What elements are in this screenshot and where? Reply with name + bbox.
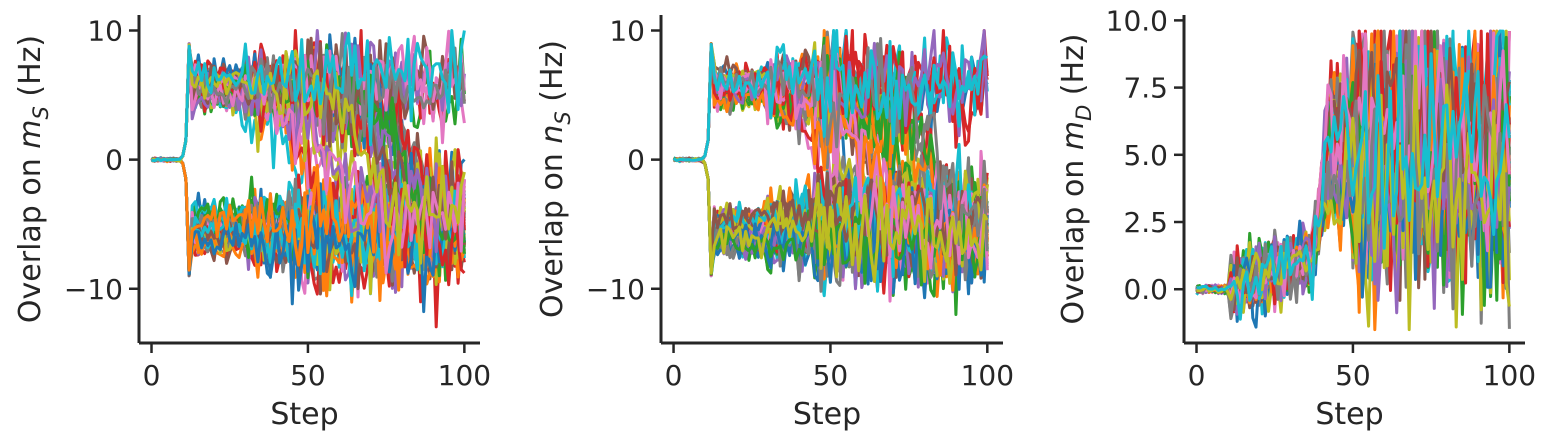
y-tick-label: 0 [627, 144, 645, 177]
y-tick-label: −10 [64, 273, 123, 306]
x-tick-label: 0 [143, 359, 161, 392]
series-line-59 [151, 43, 466, 265]
series-line-51 [150, 156, 466, 314]
y-tick-label: 5.0 [1123, 139, 1168, 172]
x-tick-label: 0 [665, 359, 683, 392]
series-line-60 [1196, 29, 1511, 321]
y-axis-label: Overlap on mD (Hz) [1056, 33, 1096, 324]
series-group [672, 29, 989, 316]
x-tick-label: 100 [961, 359, 1014, 392]
x-axis-label: Step [270, 397, 338, 432]
series-group [150, 29, 466, 329]
panel-2: 0 50 100 −10 0 10 Step Overlap on nS (Hz) [535, 14, 1014, 432]
y-axis-label: Overlap on nS (Hz) [535, 40, 575, 318]
y-tick-label: 7.5 [1123, 72, 1168, 105]
x-tick-label: 100 [1483, 359, 1536, 392]
y-tick-label: 10 [87, 14, 123, 47]
series-line-60 [672, 29, 989, 162]
x-tick-label: 50 [290, 359, 326, 392]
series-line-60 [151, 29, 466, 163]
x-tick-label: 50 [1335, 359, 1371, 392]
y-tick-label: 2.5 [1123, 206, 1168, 239]
y-axis-label: Overlap on mS (Hz) [13, 35, 53, 323]
y-tick-label: 10 [609, 14, 645, 47]
series-line-59 [673, 157, 989, 283]
series-line-58 [673, 37, 989, 252]
y-tick-label: 0.0 [1123, 273, 1168, 306]
y-tick-label: 0 [105, 144, 123, 177]
x-tick-label: 100 [438, 359, 491, 392]
panel-1: 0 50 100 −10 0 10 Step Overlap on mS (Hz) [13, 14, 491, 432]
series-group [1195, 29, 1511, 332]
y-tick-label: −10 [586, 273, 645, 306]
x-tick-label: 0 [1188, 359, 1206, 392]
x-axis-label: Step [793, 397, 861, 432]
series-line-55 [151, 42, 466, 254]
y-tick-label: 10.0 [1106, 4, 1168, 37]
panel-3: 0 50 100 0.0 2.5 5.0 7.5 10.0 Step Overlap on mD … [1056, 4, 1536, 432]
x-tick-label: 50 [813, 359, 849, 392]
x-axis-label: Step [1315, 397, 1383, 432]
